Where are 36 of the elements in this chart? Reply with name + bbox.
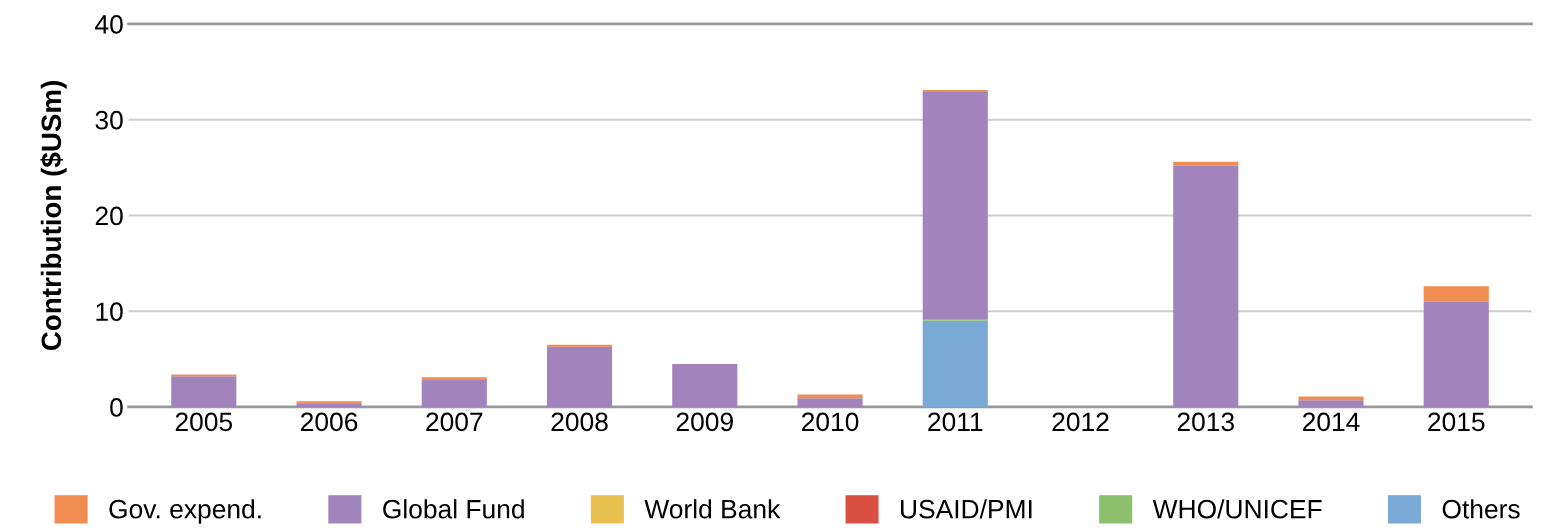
- legend-label: WHO/UNICEF: [1152, 499, 1322, 519]
- x-tick-label: 2005: [175, 412, 233, 432]
- bar: [421, 379, 487, 407]
- legend-label: Global Fund: [383, 499, 524, 519]
- x-tick-label: 2014: [1302, 412, 1360, 432]
- bar: [797, 398, 863, 407]
- y-tick-label: 20: [95, 206, 123, 226]
- bar: [1423, 301, 1489, 407]
- x-tick-label: 2011: [928, 412, 983, 432]
- bar: [922, 91, 988, 320]
- y-tick-label: 30: [95, 110, 123, 130]
- x-tick-label: 2008: [551, 412, 608, 432]
- legend-label: Gov. expend.: [109, 499, 261, 524]
- bar: [171, 376, 237, 407]
- y-axis-title: Contribution ($USm): [40, 81, 67, 351]
- bar: [1298, 400, 1364, 407]
- x-tick-label: 2012: [1052, 412, 1109, 432]
- x-tick-label: 2010: [802, 412, 859, 432]
- y-tick-label: 0: [110, 398, 123, 417]
- x-tick-label: 2015: [1428, 412, 1485, 432]
- legend-label: USAID/PMI: [901, 499, 1032, 519]
- bar: [922, 320, 988, 407]
- y-tick-label: 10: [96, 302, 123, 322]
- legend-label: World Bank: [644, 499, 781, 519]
- bar: [1298, 396, 1364, 401]
- x-tick-label: 2009: [676, 412, 733, 432]
- x-tick-label: 2006: [301, 412, 358, 432]
- bar: [1173, 161, 1239, 166]
- bar: [1173, 165, 1239, 407]
- bar: [672, 363, 738, 407]
- bar: [1423, 286, 1489, 302]
- y-tick-label: 40: [95, 15, 123, 34]
- x-tick-label: 2007: [426, 412, 483, 432]
- legend-label: Others: [1442, 499, 1520, 519]
- bar: [546, 346, 613, 407]
- x-tick-label: 2013: [1177, 412, 1234, 432]
